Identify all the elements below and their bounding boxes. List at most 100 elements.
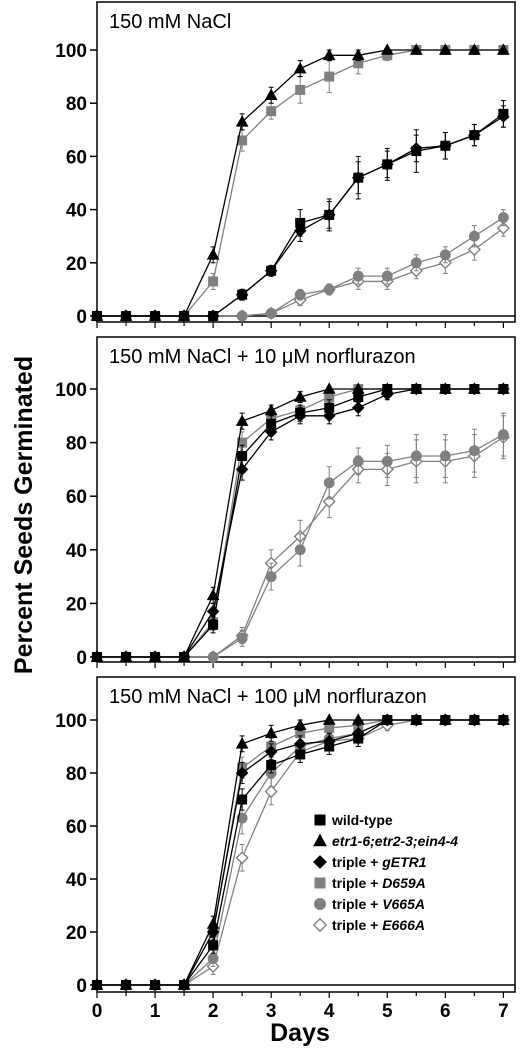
y-tick-label: 20 [66,923,87,944]
panel-title: 150 mM NaCl + 10 μM norflurazon [109,346,416,368]
data-point [382,384,393,394]
data-point [352,455,364,467]
data-point [264,784,278,799]
y-tick-label: 100 [55,41,87,62]
data-point [380,43,394,55]
data-point [150,652,161,662]
data-point [468,43,481,55]
legend-marker [314,814,326,826]
x-tick-label: 1 [150,1001,161,1022]
panel-title: 150 mM NaCl [109,11,231,33]
plot-frame [96,336,516,663]
legend-item: wild-type [314,812,393,828]
x-tick-label: 3 [266,1001,277,1022]
series-wild-type [92,384,509,662]
data-point [92,652,102,662]
legend-label: triple + E666A [332,917,425,933]
data-point [322,48,336,61]
data-point [264,726,278,739]
data-point [294,289,306,301]
data-point [236,632,248,644]
data-point [235,766,249,780]
legend-label: triple + V665A [332,896,425,912]
x-tick-label: 2 [208,1001,219,1022]
data-point [468,445,480,457]
data-point [440,384,451,394]
data-point [92,311,102,321]
data-point [235,463,249,476]
data-point [497,212,509,224]
data-point [295,84,306,95]
y-tick-label: 20 [66,594,87,615]
data-point [235,115,249,127]
y-tick-label: 100 [55,380,87,401]
x-tick-label: 0 [92,1001,103,1022]
data-point [324,71,335,82]
data-point [121,980,132,990]
chart-panel-3: 150 mM NaCl + 100 μM norflurazon02040608… [55,676,516,1022]
legend-label: etr1-6;etr2-3;ein4-4 [332,833,458,849]
data-point [323,283,335,295]
legend-marker [313,833,327,847]
data-point [381,455,393,467]
legend: wild-type etr1-6;etr2-3;ein4-4 triple + gE… [312,812,458,933]
data-point [498,108,509,119]
data-point [237,451,248,461]
x-tick-label: 6 [440,1001,451,1022]
data-point [265,571,277,583]
data-point [469,384,480,394]
data-point [322,713,336,725]
y-tick-label: 40 [66,870,87,891]
data-point [295,217,306,228]
legend-item: triple + D659A [314,875,426,891]
data-point [265,307,277,319]
y-tick-label: 60 [66,487,87,508]
data-point [382,159,393,170]
legend-item: triple + E666A [312,917,425,933]
legend-label-name: V665A [382,896,425,912]
y-tick-label: 0 [76,648,87,669]
legend-marker [312,917,328,933]
legend-label-name: gETR1 [381,854,427,870]
data-point [439,249,451,261]
data-point [496,221,510,235]
legend-label: triple + D659A [332,875,426,891]
data-point [352,270,364,282]
data-point [206,588,220,601]
data-point [353,392,364,403]
data-point [382,715,393,725]
legend-item: etr1-6;etr2-3;ein4-4 [313,833,458,849]
data-point [497,429,509,441]
data-point [293,61,307,74]
data-point [208,619,219,630]
series-wild-type [92,100,509,321]
y-tick-label: 80 [66,764,87,785]
legend-label-prefix: triple + [332,917,382,933]
x-tick-label: 7 [498,1001,509,1022]
data-point [353,172,364,183]
data-point [411,715,422,725]
data-point [208,311,219,321]
data-point [324,741,335,752]
legend-marker [314,898,326,910]
y-tick-label: 80 [66,434,87,455]
series-wild-type [92,715,509,990]
data-point [439,43,452,55]
data-point [121,652,132,662]
legend-label: triple + gETR1 [332,854,427,870]
data-point [351,713,365,725]
data-point [468,230,480,242]
y-axis-title: Percent Seeds Germinated [10,356,38,674]
data-point [207,953,219,964]
y-tick-label: 40 [66,201,87,222]
legend-label-prefix: triple + [332,875,382,891]
panel-title: 150 mM NaCl + 100 μM norflurazon [109,686,427,708]
data-point [237,289,248,300]
legend-label-name: D659A [382,875,426,891]
data-point [235,414,249,426]
data-point [179,980,190,990]
data-point [469,130,480,141]
data-point [323,477,335,489]
data-point [439,450,451,462]
